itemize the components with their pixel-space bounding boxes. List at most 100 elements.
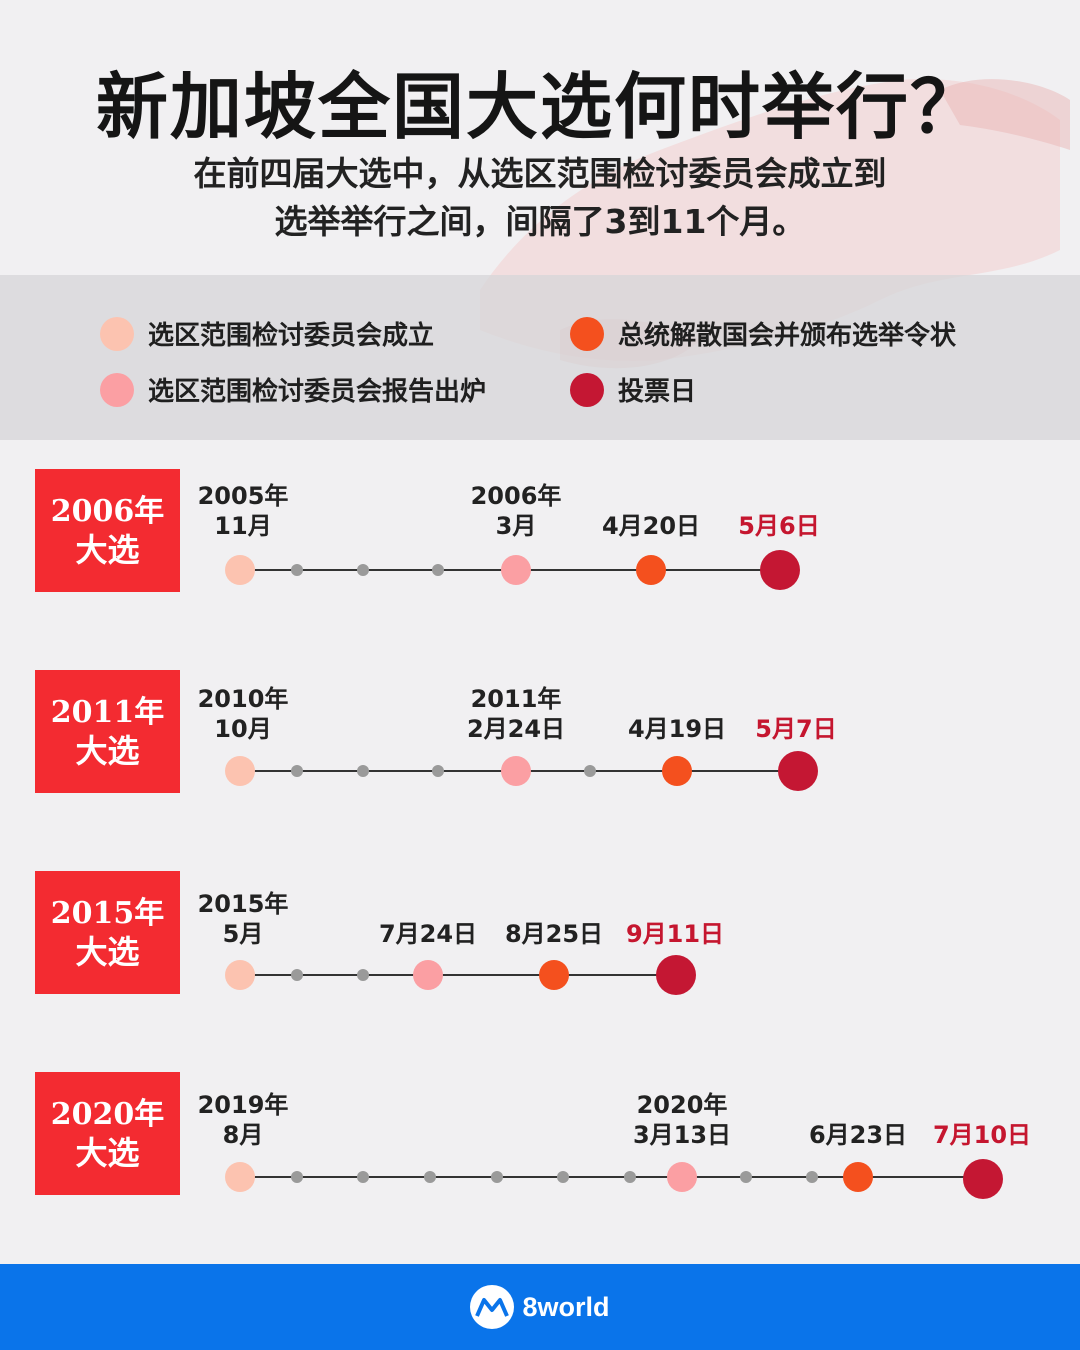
subtitle-line-1: 在前四届大选中，从选区范围检讨委员会成立到: [193, 154, 887, 193]
badge-text: 大选: [75, 530, 140, 569]
label-line-2: 10月: [214, 715, 272, 743]
legend: 选区范围检讨委员会成立 选区范围检讨委员会报告出炉 总统解散国会并颁布选举令状 …: [0, 275, 1080, 440]
polling-day-dot: [656, 955, 696, 995]
polling-day-dot: [963, 1159, 1003, 1199]
timeline-line: [240, 1176, 983, 1178]
timeline-row-2006: 2006年 大选 2005年 11月 2006年 3月 4月20日 5月6日: [0, 469, 1080, 639]
month-tick-dot: [291, 564, 303, 576]
label-line-1: 2005年: [197, 482, 289, 510]
report-released-dot: [501, 756, 531, 786]
legend-label: 选区范围检讨委员会报告出炉: [148, 377, 487, 407]
month-tick-dot: [557, 1171, 569, 1183]
milestone-label: 2011年 2月24日: [467, 684, 565, 744]
label-line-2: 6月23日: [808, 1121, 908, 1149]
committee-formed-dot: [225, 756, 255, 786]
label-line-1: 2019年: [197, 1091, 289, 1119]
timeline-row-2020: 2020年 大选 2019年 8月 2020年 3月13日 6月23日 7月10…: [0, 1072, 1080, 1242]
milestone-label: 2005年 11月: [198, 481, 289, 541]
month-tick-dot: [291, 765, 303, 777]
polling-day-dot: [760, 550, 800, 590]
parliament-dissolved-dot: [636, 555, 666, 585]
badge-text: 大选: [75, 731, 140, 770]
milestone-label: 2020年 3月13日: [633, 1090, 731, 1150]
8world-logo-icon: [470, 1285, 515, 1329]
milestone-label: 4月19日: [628, 714, 726, 744]
committee-formed-dot: [225, 1162, 255, 1192]
footer-bar: 8world: [0, 1264, 1080, 1350]
legend-item-committee-formed: 选区范围检讨委员会成立: [100, 315, 434, 352]
milestone-label-polling: 7月10日: [933, 1120, 1031, 1150]
label-line-2: 2月24日: [466, 715, 566, 743]
month-tick-dot: [806, 1171, 818, 1183]
milestone-label: 7月24日: [379, 919, 477, 949]
milestone-label-polling: 5月6日: [738, 511, 819, 541]
page-title: 新加坡全国大选何时举行？: [95, 65, 984, 149]
legend-label: 总统解散国会并颁布选举令状: [618, 321, 957, 351]
month-tick-dot: [424, 1171, 436, 1183]
badge-year: 2015年: [50, 895, 165, 931]
legend-item-report-released: 选区范围检讨委员会报告出炉: [100, 371, 486, 408]
subtitle-line-2: 选举举行之间，间隔了3到11个月。: [274, 202, 806, 241]
milestone-label: 2010年 10月: [198, 684, 289, 744]
legend-item-polling-day: 投票日: [570, 371, 696, 408]
label-line-2: 9月11日: [625, 920, 725, 948]
month-tick-dot: [357, 1171, 369, 1183]
polling-day-dot: [778, 751, 818, 791]
milestone-label: 6月23日: [809, 1120, 907, 1150]
parliament-dissolved-dot: [843, 1162, 873, 1192]
milestone-label: 4月20日: [602, 511, 700, 541]
election-badge: 2011年 大选: [35, 670, 180, 793]
milestone-label: 2006年 3月: [471, 481, 562, 541]
legend-dot-icon: [570, 316, 604, 351]
brand-name[interactable]: 8world: [522, 1291, 610, 1322]
month-tick-dot: [357, 765, 369, 777]
month-tick-dot: [291, 1171, 303, 1183]
committee-formed-dot: [225, 960, 255, 990]
election-badge: 2020年 大选: [35, 1072, 180, 1195]
election-badge: 2006年 大选: [35, 469, 180, 592]
label-line-2: 4月19日: [627, 715, 727, 743]
timeline-row-2015: 2015年 大选 2015年 5月 7月24日 8月25日 9月11日: [0, 871, 1080, 1041]
month-tick-dot: [432, 564, 444, 576]
legend-label: 选区范围检讨委员会成立: [148, 321, 435, 351]
month-tick-dot: [491, 1171, 503, 1183]
report-released-dot: [667, 1162, 697, 1192]
month-tick-dot: [624, 1171, 636, 1183]
label-line-2: 7月24日: [378, 920, 478, 948]
label-line-1: 2015年: [197, 890, 289, 918]
label-line-2: 5月: [222, 920, 264, 948]
label-line-1: 2006年: [470, 482, 562, 510]
milestone-label-polling: 5月7日: [755, 714, 836, 744]
milestone-label: 2015年 5月: [198, 889, 289, 949]
month-tick-dot: [584, 765, 596, 777]
legend-item-parliament-dissolved: 总统解散国会并颁布选举令状: [570, 315, 956, 352]
badge-year: 2006年: [50, 493, 165, 529]
month-tick-dot: [357, 564, 369, 576]
milestone-label-polling: 9月11日: [626, 919, 724, 949]
election-badge: 2015年 大选: [35, 871, 180, 994]
legend-dot-icon: [100, 372, 134, 407]
label-line-1: 2020年: [636, 1091, 728, 1119]
timeline-row-2011: 2011年 大选 2010年 10月 2011年 2月24日 4月19日 5月7…: [0, 670, 1080, 840]
parliament-dissolved-dot: [662, 756, 692, 786]
legend-dot-icon: [100, 316, 134, 351]
label-line-2: 11月: [214, 512, 272, 540]
badge-text: 大选: [75, 1133, 140, 1172]
milestone-label: 2019年 8月: [198, 1090, 289, 1150]
badge-text: 大选: [75, 932, 140, 971]
label-line-2: 8月25日: [504, 920, 604, 948]
badge-year: 2011年: [50, 694, 165, 730]
label-line-1: 2011年: [470, 685, 562, 713]
parliament-dissolved-dot: [539, 960, 569, 990]
month-tick-dot: [357, 969, 369, 981]
month-tick-dot: [432, 765, 444, 777]
badge-year: 2020年: [50, 1096, 165, 1132]
legend-label: 投票日: [618, 377, 697, 407]
page-subtitle: 在前四届大选中，从选区范围检讨委员会成立到 选举举行之间，间隔了3到11个月。: [100, 150, 980, 246]
month-tick-dot: [291, 969, 303, 981]
label-line-2: 4月20日: [601, 512, 701, 540]
label-line-2: 8月: [222, 1121, 264, 1149]
month-tick-dot: [740, 1171, 752, 1183]
label-line-1: 2010年: [197, 685, 289, 713]
label-line-2: 5月7日: [755, 715, 837, 743]
